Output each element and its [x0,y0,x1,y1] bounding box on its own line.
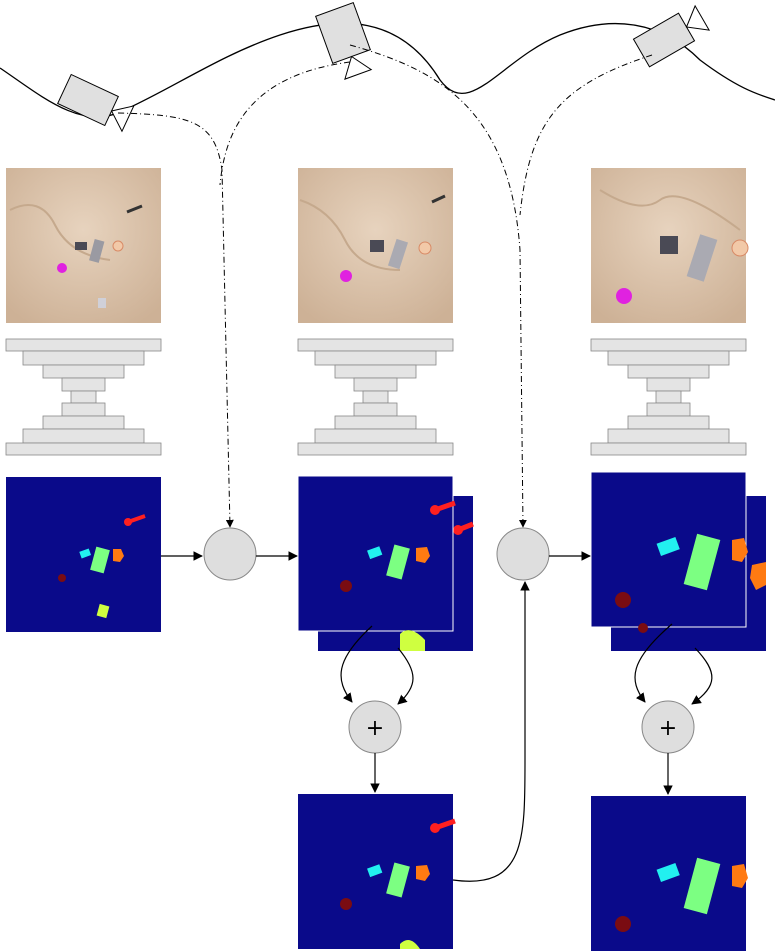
camera-icon [315,2,373,80]
input-image [298,168,453,323]
segmentation-map-stack [590,471,766,651]
encoder-decoder-icon [5,338,162,456]
flow-arrow [634,623,673,703]
input-image [591,168,749,323]
add-node-icon: + [348,700,402,754]
flow-arrow [397,647,414,705]
add-node-symbol: + [366,716,384,741]
flow-arrow [340,625,373,703]
pose-path [219,61,351,186]
pose-path [519,54,653,216]
segmentation-map [6,477,161,632]
encoder-decoder-icon [297,338,454,456]
pose-path [117,112,234,528]
fused-map [591,796,748,951]
flow-arrow [691,647,713,705]
fused-map [298,794,456,949]
segmentation-map-stack [297,475,474,651]
feedback-arrow [452,581,530,882]
input-image [6,168,161,323]
warp-node-icon [496,527,550,581]
encoder-decoder-icon [590,338,747,456]
camera-icon [632,4,711,68]
warp-node-icon [203,527,257,581]
camera-icon [57,73,135,133]
add-node-symbol: + [659,716,677,741]
add-node-icon: + [641,700,695,754]
